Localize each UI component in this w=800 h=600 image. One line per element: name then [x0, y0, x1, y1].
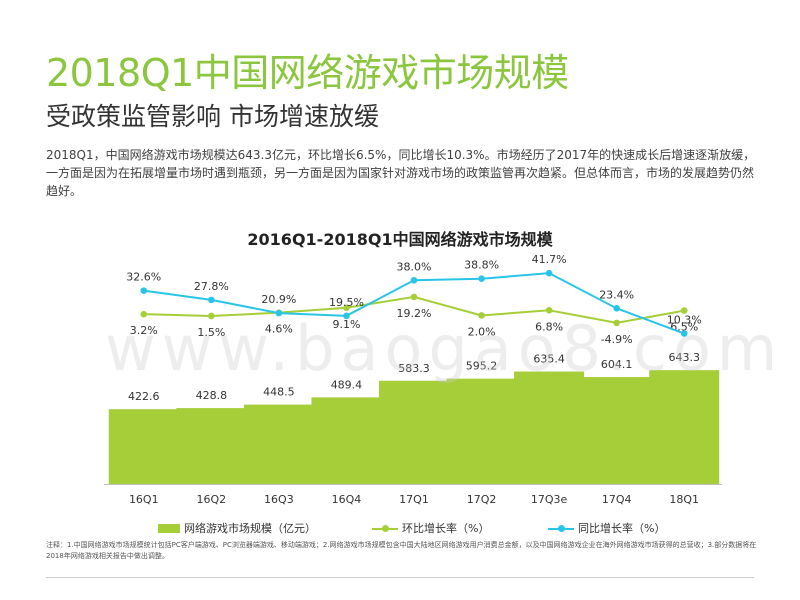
x-tick-label: 17Q3e: [531, 493, 568, 506]
bar-value-label: 643.3: [668, 351, 700, 364]
qoq-point: [140, 310, 148, 318]
chart-title: 2016Q1-2018Q1中国网络游戏市场规模: [247, 230, 553, 249]
yoy-data-label: 38.0%: [397, 260, 432, 273]
qoq-data-label: 3.2%: [130, 324, 158, 337]
yoy-point: [613, 305, 620, 312]
qoq-data-label: 6.8%: [535, 320, 563, 333]
legend-item-market-size: 网络游戏市场规模（亿元）: [158, 520, 316, 536]
bar-value-label: 583.3: [398, 362, 430, 375]
bar: [581, 377, 652, 484]
qoq-data-label: 9.1%: [332, 318, 360, 331]
qoq-data-label: 19.2%: [397, 307, 432, 320]
footnote: 注释：1.中国网络游戏市场规模统计包括PC客户端游戏、PC浏览器端游戏、移动端游…: [46, 541, 757, 560]
qoq-point: [613, 319, 620, 327]
page-subtitle: 受政策监管影响 市场增速放缓: [46, 102, 379, 131]
yoy-point: [343, 312, 350, 320]
bar: [176, 408, 247, 484]
yoy-point: [478, 275, 485, 283]
x-tick-label: 16Q1: [129, 493, 159, 506]
bar-value-label: 448.5: [263, 386, 295, 399]
bar: [311, 397, 382, 484]
bar-value-label: 428.8: [196, 389, 228, 402]
qoq-point: [208, 312, 215, 320]
yoy-point: [545, 269, 553, 277]
bar: [379, 380, 449, 484]
yoy-data-label: 20.9%: [261, 293, 296, 306]
yoy-data-label: 23.4%: [599, 288, 634, 301]
qoq-point: [343, 304, 350, 312]
bar: [243, 404, 314, 484]
legend-label-yoy: 同比增长率（%）: [578, 522, 666, 535]
watermark: www.baogao8.com: [105, 312, 784, 385]
legend-label-market-size: 网络游戏市场规模（亿元）: [184, 522, 316, 535]
summary-paragraph: 2018Q1，中国网络游戏市场规模达643.3亿元，环比增长6.5%，同比增长1…: [46, 148, 756, 198]
yoy-point: [208, 296, 215, 304]
yoy-data-label: 32.6%: [126, 271, 161, 284]
chart-legend: 网络游戏市场规模（亿元） 环比增长率（%） 同比增长率（%）: [0, 520, 800, 536]
bar: [649, 370, 720, 484]
legend-item-yoy: 同比增长率（%）: [548, 520, 665, 536]
x-tick-label: 17Q4: [602, 493, 632, 506]
qoq-data-label: 4.6%: [265, 323, 293, 336]
yoy-data-label: 27.8%: [194, 280, 229, 293]
bar-value-label: 489.4: [331, 378, 363, 391]
x-tick-label: 17Q1: [399, 493, 429, 506]
legend-item-qoq: 环比增长率（%）: [372, 520, 489, 536]
x-tick-label: 16Q2: [197, 493, 227, 506]
qoq-point: [478, 312, 485, 319]
qoq-data-label: 2.0%: [468, 325, 496, 338]
x-tick-label: 17Q2: [467, 493, 497, 506]
qoq-data-label: 1.5%: [197, 326, 225, 339]
legend-bar-swatch: [158, 523, 180, 533]
yoy-data-label: 38.8%: [464, 259, 499, 272]
yoy-point: [680, 330, 688, 337]
yoy-data-label: 10.3%: [667, 314, 702, 327]
bar-value-label: 595.2: [466, 360, 498, 373]
yoy-point: [140, 287, 148, 294]
yoy-data-label: 41.7%: [532, 253, 567, 266]
qoq-point: [410, 293, 418, 301]
x-tick-label: 18Q1: [669, 493, 699, 506]
legend-line-swatch-qoq: [372, 524, 398, 533]
bar: [108, 409, 179, 484]
qoq-point: [545, 306, 553, 314]
bar: [446, 378, 517, 484]
yoy-point: [410, 276, 418, 284]
yoy-data-label: 19.5%: [329, 296, 364, 309]
yoy-point: [275, 309, 283, 317]
bar-value-label: 604.1: [601, 358, 633, 371]
bottom-divider: [46, 577, 754, 578]
x-tick-label: 16Q4: [332, 493, 362, 506]
bar-value-label: 635.4: [533, 353, 565, 366]
bar: [514, 371, 585, 484]
legend-label-qoq: 环比增长率（%）: [402, 522, 490, 535]
qoq-point: [680, 307, 688, 314]
legend-line-swatch-yoy: [548, 524, 574, 533]
qoq-data-label: -4.9%: [601, 333, 633, 346]
bar-value-label: 422.6: [128, 390, 160, 403]
x-tick-label: 16Q3: [264, 493, 294, 506]
page-title: 2018Q1中国网络游戏市场规模: [46, 51, 569, 95]
